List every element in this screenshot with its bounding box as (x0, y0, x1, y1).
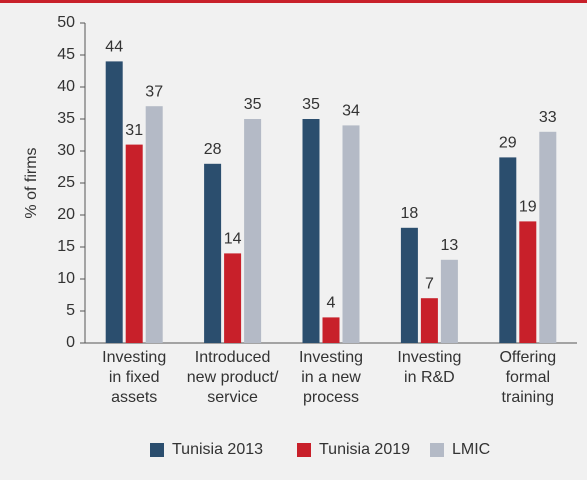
bar (322, 317, 340, 343)
data-label: 29 (499, 135, 517, 152)
x-tick-label: Introduced (195, 349, 271, 366)
legend-swatch (430, 443, 444, 457)
x-tick-label: in R&D (404, 369, 455, 386)
y-tick-label: 5 (66, 302, 75, 319)
bar (145, 106, 163, 343)
bar (224, 253, 242, 343)
bar (499, 157, 517, 343)
data-label: 18 (401, 205, 419, 222)
data-label: 7 (425, 275, 434, 292)
y-tick-label: 35 (57, 110, 75, 127)
x-tick-label: Investing (397, 349, 461, 366)
data-label: 19 (519, 199, 537, 216)
bar (244, 119, 262, 343)
bar (125, 144, 143, 343)
data-label: 44 (105, 39, 123, 56)
legend-swatch (297, 443, 311, 457)
data-label: 13 (441, 237, 459, 254)
top-rule (0, 0, 587, 3)
legend-swatch (150, 443, 164, 457)
x-tick-label: assets (111, 389, 157, 406)
y-axis-label: % of firms (23, 147, 40, 218)
x-tick-label: Offering (499, 349, 556, 366)
y-tick-label: 50 (57, 14, 75, 31)
data-label: 34 (342, 103, 360, 120)
y-tick-label: 10 (57, 270, 75, 287)
x-tick-label: training (502, 389, 554, 406)
legend-label: LMIC (452, 441, 490, 458)
y-tick-label: 30 (57, 142, 75, 159)
legend-label: Tunisia 2019 (319, 441, 410, 458)
x-tick-label: Investing (102, 349, 166, 366)
x-tick-label: service (207, 389, 258, 406)
bar (204, 163, 222, 343)
data-label: 14 (224, 231, 242, 248)
data-label: 4 (327, 295, 336, 312)
bar (302, 119, 320, 343)
bar (105, 61, 123, 344)
x-tick-label: Investing (299, 349, 363, 366)
y-tick-label: 25 (57, 174, 75, 191)
bar (539, 131, 557, 343)
data-label: 33 (539, 109, 557, 126)
bar (342, 125, 360, 344)
bar (400, 227, 418, 343)
y-tick-label: 0 (66, 334, 75, 351)
bar (519, 221, 537, 343)
x-tick-label: in a new (301, 369, 361, 386)
bar (420, 298, 438, 343)
y-tick-label: 45 (57, 46, 75, 63)
x-tick-label: new product/ (187, 369, 279, 386)
x-tick-label: process (303, 389, 359, 406)
bar (440, 259, 458, 343)
x-tick-label: in fixed (109, 369, 160, 386)
y-tick-label: 40 (57, 78, 75, 95)
data-label: 31 (125, 122, 143, 139)
data-label: 35 (302, 96, 320, 113)
data-label: 35 (244, 96, 262, 113)
data-label: 37 (145, 83, 163, 100)
y-tick-label: 20 (57, 206, 75, 223)
legend-label: Tunisia 2013 (172, 441, 263, 458)
y-tick-label: 15 (57, 238, 75, 255)
data-label: 28 (204, 141, 222, 158)
x-tick-label: formal (506, 369, 550, 386)
